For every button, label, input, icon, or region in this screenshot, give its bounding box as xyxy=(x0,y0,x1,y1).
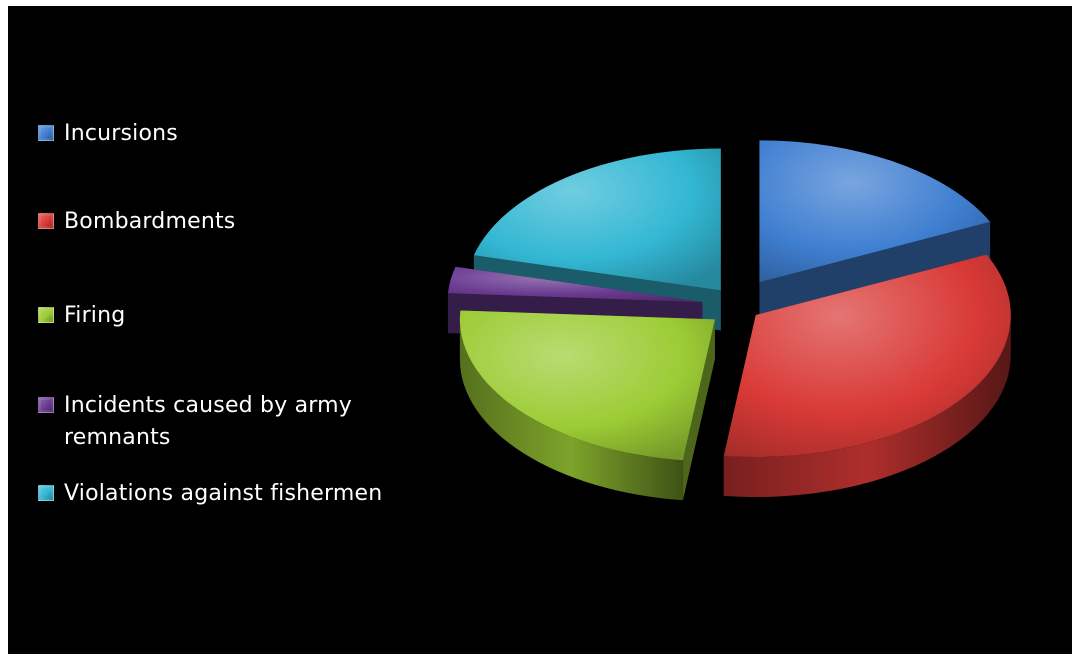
pie-slice-bombardments xyxy=(723,254,1011,498)
pie-chart xyxy=(447,140,1011,501)
legend-swatch-bombardments xyxy=(38,213,54,229)
legend-label-fishermen: Violations against fishermen xyxy=(64,481,383,506)
pie-slice-top-army-remnants xyxy=(447,266,703,303)
legend-swatch-army-remnants xyxy=(38,397,54,413)
legend-item-incursions: Incursions xyxy=(38,118,398,150)
pie-slice-top-bombardments xyxy=(723,254,1011,458)
pie-slice-top-incursions xyxy=(759,140,991,283)
pie-slice-wall-firing-0 xyxy=(682,319,715,501)
legend-label-army-remnants: Incidents caused by army remnants xyxy=(64,393,353,450)
legend-item-fishermen: Violations against fishermen xyxy=(38,478,398,510)
pie-slice-top-fishermen xyxy=(473,148,721,291)
chart-plot-area: Incursions Bombardments Firing Incidents… xyxy=(8,6,1072,654)
legend-label-bombardments: Bombardments xyxy=(64,209,236,234)
pie-slice-side-firing xyxy=(459,319,683,501)
pie-slice-wall-incursions-1 xyxy=(759,221,991,323)
legend-item-firing: Firing xyxy=(38,300,398,332)
pie-slice-incursions xyxy=(759,140,991,323)
pie-slice-top-firing xyxy=(459,310,715,461)
pie-slice-firing xyxy=(459,310,715,501)
legend-item-army-remnants: Incidents caused by army remnants xyxy=(38,390,398,454)
legend-label-incursions: Incursions xyxy=(64,121,178,146)
legend-label-firing: Firing xyxy=(64,303,126,328)
legend-swatch-fishermen xyxy=(38,485,54,501)
legend-swatch-incursions xyxy=(38,125,54,141)
legend-item-bombardments: Bombardments xyxy=(38,206,398,238)
pie-slice-side-bombardments xyxy=(723,315,1011,498)
legend-swatch-firing xyxy=(38,307,54,323)
